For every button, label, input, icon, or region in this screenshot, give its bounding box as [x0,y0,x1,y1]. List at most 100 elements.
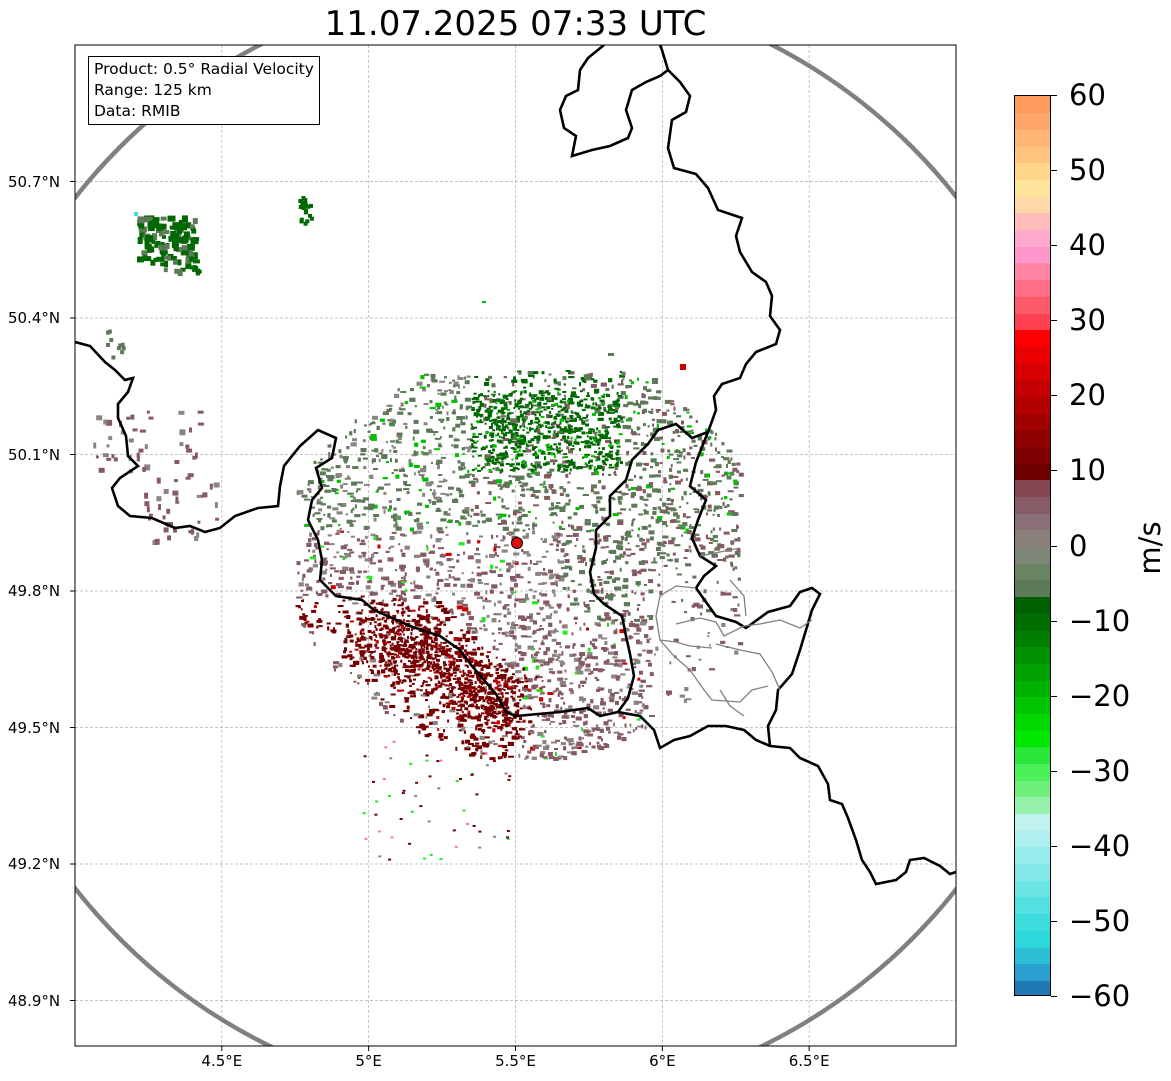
echo-pixel [415,726,422,729]
echo-pixel [527,440,532,444]
echo-pixel [683,455,686,460]
echo-pixel [542,756,548,759]
echo-pixel [414,442,419,447]
echo-pixel [435,412,439,414]
echo-pixel [302,573,306,578]
echo-pixel [698,658,702,661]
echo-pixel [497,399,501,403]
echo-pixel [387,419,392,422]
echo-pixel [527,371,533,375]
echo-pixel [551,741,557,744]
echo-pixel [525,695,528,698]
echo-pixel [457,460,461,464]
echo-pixel [648,482,653,487]
echo-pixel [594,676,598,679]
echo-pixel [511,420,516,425]
echo-pixel [637,653,642,657]
echo-pixel [466,611,471,616]
echo-pixel [485,517,492,522]
echo-pixel [621,594,628,598]
echo-pixel [342,456,349,460]
echo-pixel [654,474,661,478]
echo-pixel [423,601,429,605]
echo-pixel [345,553,352,558]
echo-pixel [495,406,498,409]
echo-pixel [383,491,387,495]
echo-pixel [672,552,676,556]
echo-pixel [737,553,741,558]
echo-pixel [686,502,689,505]
echo-pixel [443,478,446,483]
echo-pixel [513,712,516,715]
echo-pixel [670,403,675,406]
echo-pixel [531,422,534,425]
echo-pixel [513,552,520,556]
echo-pixel [498,457,501,460]
echo-pixel [553,573,559,576]
echo-pixel [685,655,691,658]
echo-pixel [640,568,647,572]
echo-pixel [526,488,532,491]
echo-pixel [559,645,562,648]
echo-pixel [382,624,388,628]
echo-pixel [564,711,568,715]
echo-pixel [323,557,328,560]
echo-pixel [579,400,582,403]
echo-pixel [590,585,593,588]
echo-pixel [489,589,494,594]
echo-pixel [359,656,364,660]
echo-pixel [553,649,557,653]
echo-pixel [502,483,506,487]
echo-pixel [492,710,497,714]
echo-pixel [522,529,526,532]
echo-pixel [503,433,507,437]
echo-pixel [413,465,420,468]
echo-pixel [609,698,615,703]
echo-pixel [440,492,446,495]
echo-pixel [390,440,395,443]
echo-pixel [506,532,510,535]
echo-pixel [620,508,627,511]
echo-pixel [560,661,566,665]
echo-pixel [532,723,535,727]
echo-pixel [398,584,402,589]
echo-pixel [614,474,617,476]
echo-pixel [507,426,510,430]
echo-pixel [634,659,641,664]
echo-pixel [614,468,618,470]
echo-pixel [712,481,717,484]
echo-pixel [709,458,716,462]
echo-pixel [426,575,431,579]
echo-pixel [359,543,366,546]
echo-pixel [626,464,629,466]
echo-pixel [297,490,304,495]
echo-pixel [563,504,566,509]
echo-pixel [405,588,408,592]
echo-pixel [547,392,551,396]
echo-pixel [532,525,535,530]
echo-pixel [669,483,672,486]
echo-pixel [542,740,547,745]
echo-pixel [636,462,642,467]
echo-pixel [715,464,722,469]
echo-pixel [571,419,574,422]
echo-pixel [415,566,420,571]
echo-pixel [404,699,409,703]
echo-pixel [446,417,450,421]
echo-pixel [513,528,520,532]
echo-pixel [474,505,479,509]
echo-pixel [557,677,564,680]
echo-pixel [403,710,410,713]
echo-pixel [340,545,347,550]
echo-pixel [510,635,515,638]
echo-pixel [471,752,477,756]
echo-pixel [584,380,587,383]
echo-pixel [581,419,584,423]
echo-pixel [643,423,646,427]
echo-pixel [620,673,626,676]
echo-pixel [574,411,577,414]
echo-pixel [439,497,442,502]
echo-pixel [316,619,323,623]
echo-pixel [559,528,566,530]
echo-pixel [636,627,642,632]
